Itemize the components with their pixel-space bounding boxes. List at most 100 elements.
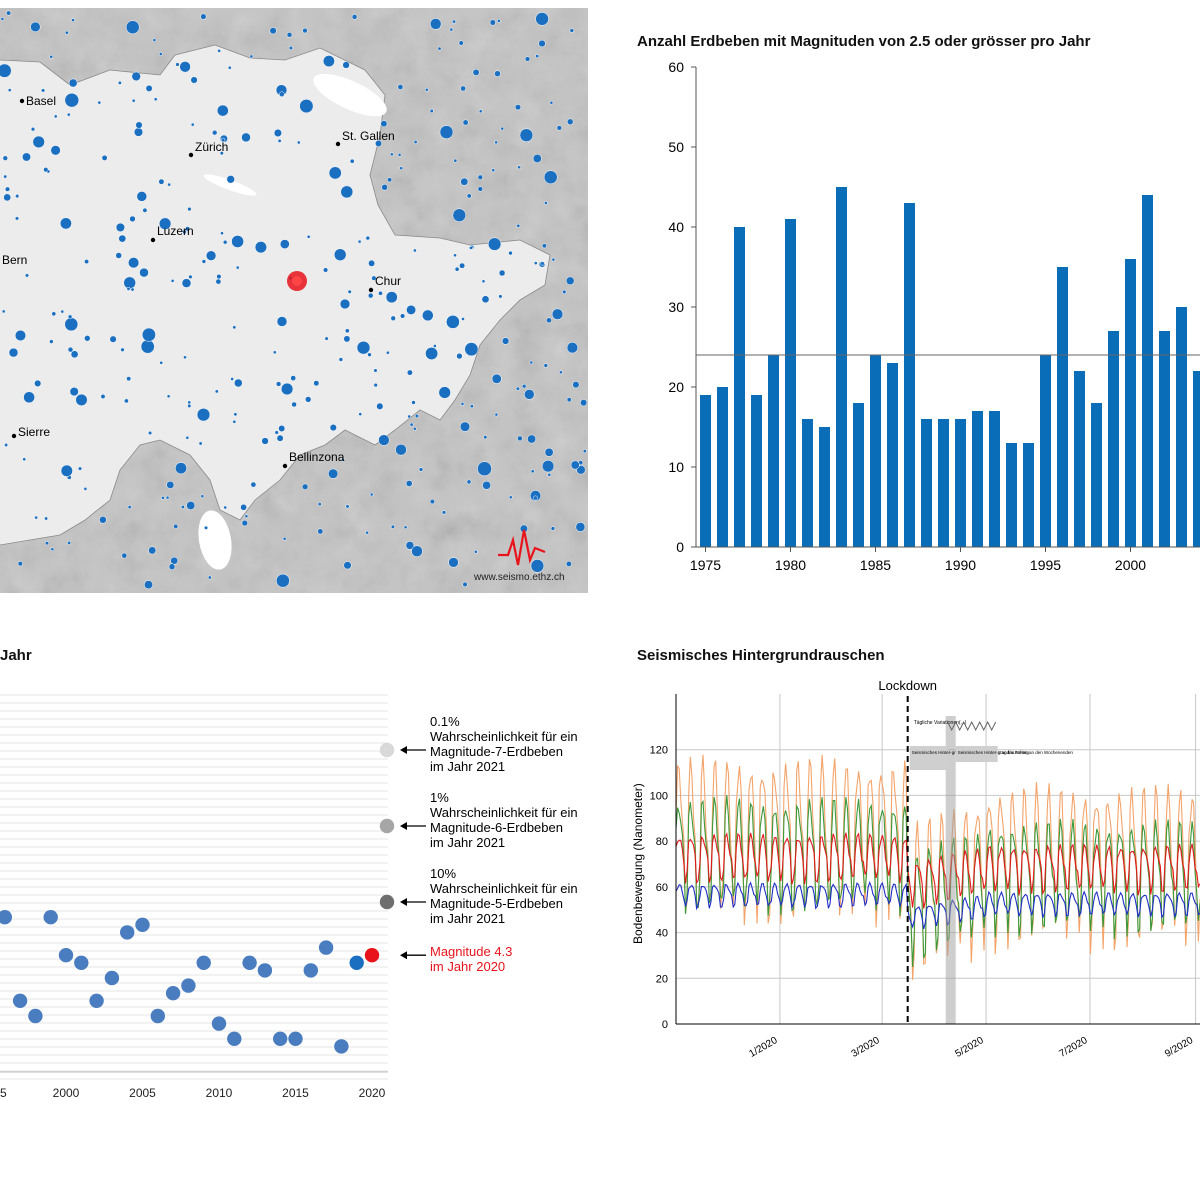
quake-dot <box>535 12 549 26</box>
quake-dot <box>453 158 458 163</box>
quake-dot <box>231 235 244 248</box>
quake-dot <box>551 257 556 262</box>
quake-dot <box>341 457 345 462</box>
quake-dot <box>407 414 412 419</box>
quake-dot <box>541 243 547 249</box>
quake-dot <box>254 241 267 254</box>
annotation-percent: 1% <box>430 790 449 805</box>
city-label: Bellinzona <box>289 450 345 464</box>
quake-dot <box>395 443 407 456</box>
dot-x-tick-label: 5 <box>0 1086 7 1100</box>
quake-dot <box>498 269 506 277</box>
quake-dot <box>64 92 80 108</box>
quake-dot <box>170 279 175 283</box>
quake-dot <box>166 480 175 489</box>
quake-dot <box>452 19 456 24</box>
noise-y-tick-label: 20 <box>656 973 668 985</box>
quake-dot <box>371 275 377 281</box>
quake-dot <box>269 27 277 35</box>
quake-dot <box>566 342 579 354</box>
annotation-text-line: im Jahr 2021 <box>430 759 505 774</box>
city-chur: Chur <box>368 274 401 293</box>
quake-dot <box>1 309 6 314</box>
quake-dot <box>121 552 128 559</box>
quake-dot <box>272 350 277 355</box>
quake-dot <box>551 308 564 320</box>
quake-dot <box>566 397 572 403</box>
seismicity-map: Basel Zürich St. Gallen Luzern Bern Chur <box>0 0 590 595</box>
bar-1978 <box>751 395 762 547</box>
quake-dot <box>139 267 149 278</box>
seismic-noise-panel: Seismisches Hintergrundrauschen 0 20 40 60 8… <box>600 620 1200 1200</box>
quake-dot <box>201 259 207 264</box>
quake-dot <box>183 355 187 360</box>
city-zurich: Zürich <box>188 140 228 158</box>
bar-y-tick-label: 0 <box>676 539 684 555</box>
quake-dot <box>459 262 466 269</box>
quake-dot <box>566 118 574 126</box>
bar-2002 <box>1159 331 1170 547</box>
city-marker <box>282 463 288 469</box>
quake-dot <box>538 39 546 48</box>
quake-dot <box>529 360 534 365</box>
quake-dot <box>452 208 467 222</box>
magnitude-dot-2015 <box>288 1031 303 1046</box>
quake-dot <box>349 158 355 164</box>
magnitude-dot-2003 <box>104 970 120 986</box>
quake-dot <box>43 167 49 173</box>
quake-dot <box>342 61 350 69</box>
quake-dot <box>186 501 196 510</box>
annotation-text-line: Wahrscheinlichkeit für ein <box>430 729 578 744</box>
annotation-arrow-head <box>400 746 407 754</box>
quake-dot <box>466 479 472 485</box>
quake-dot <box>34 515 38 520</box>
quake-dot <box>409 422 414 427</box>
noise-line-chart: 0 20 40 60 80 100 120 1/2020 3/2020 5/2020 7/2020 9… <box>631 678 1200 1060</box>
bar-x-tick-label: 1995 <box>1030 557 1061 573</box>
quake-dot <box>301 483 309 490</box>
quake-dot <box>17 561 23 567</box>
quake-dot <box>22 457 27 462</box>
quake-dot <box>50 145 61 156</box>
quake-dot <box>572 381 580 389</box>
quake-dot <box>516 223 521 228</box>
quake-dot <box>433 344 437 348</box>
quake-dot <box>477 461 492 477</box>
quake-dot <box>535 54 540 59</box>
quake-dot <box>131 98 136 103</box>
city-label: Chur <box>375 274 401 288</box>
quake-dot <box>187 206 192 212</box>
noise-y-tick-label: 120 <box>650 745 668 757</box>
inset-weekday-box <box>909 746 948 770</box>
bar-1994 <box>1023 443 1034 547</box>
quake-dot <box>323 267 329 273</box>
quake-dot <box>530 559 545 573</box>
quake-dot <box>477 186 483 192</box>
annotation-percent: 0.1% <box>430 714 460 729</box>
lockdown-marker: Lockdown <box>878 678 956 1024</box>
quake-dot <box>126 286 131 291</box>
inset-weekend-label: Seismisches Hinter-grundrauschen an den … <box>958 750 1074 755</box>
quake-dot <box>59 217 72 230</box>
quake-dot <box>411 400 416 405</box>
quake-dot <box>75 393 88 406</box>
magnitude-7-probability-dot <box>379 742 395 758</box>
quake-dot <box>464 342 479 357</box>
city-marker <box>19 98 25 104</box>
seismo-logo <box>498 529 546 566</box>
quake-dot <box>550 526 556 531</box>
quake-dot <box>481 295 490 304</box>
quake-dot <box>44 516 49 521</box>
bar-1975 <box>700 395 711 547</box>
quake-dot <box>453 253 457 258</box>
bar-1988 <box>921 419 932 547</box>
quake-dot <box>233 412 238 417</box>
quake-dot <box>418 467 424 472</box>
quake-dot <box>148 430 153 436</box>
quake-dot <box>462 581 468 587</box>
bar-chart-title: Anzahl Erdbeben mit Magnituden von 2.5 o… <box>637 33 1091 50</box>
magnitude-5-probability-dot <box>379 894 395 910</box>
magnitude-dot-2012 <box>242 955 257 970</box>
quake-dot <box>414 413 419 419</box>
quake-dot <box>317 528 324 535</box>
